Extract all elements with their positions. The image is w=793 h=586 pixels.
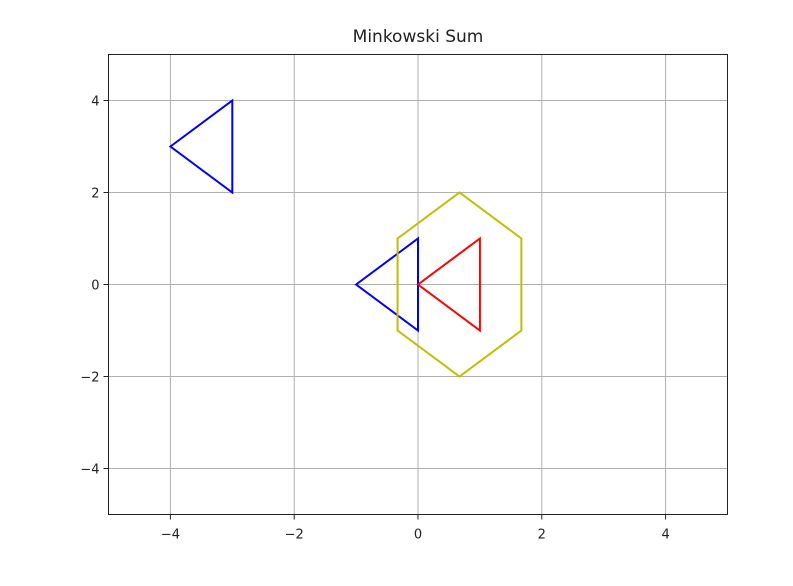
x-tick-label: 4 — [661, 528, 669, 543]
grid — [108, 54, 728, 515]
y-tick-label: 0 — [91, 279, 99, 294]
series-polygon-3 — [416, 236, 481, 333]
axis-ticks: −4 −2 0 2 4 −4 −2 0 2 4 — [80, 95, 669, 543]
y-tick-label: −4 — [80, 463, 99, 478]
series-polygon-4 — [396, 191, 523, 378]
x-tick-label: −2 — [285, 528, 304, 543]
x-tick-label: 0 — [414, 528, 422, 543]
series-polygon-1 — [168, 98, 234, 195]
chart-title: Minkowski Sum — [353, 27, 484, 47]
y-tick-label: 4 — [91, 95, 99, 110]
series-layer — [168, 98, 523, 378]
y-tick-label: 2 — [91, 187, 99, 202]
x-tick-label: −4 — [161, 528, 180, 543]
y-tick-label: −2 — [80, 371, 99, 386]
x-tick-label: 2 — [538, 528, 546, 543]
